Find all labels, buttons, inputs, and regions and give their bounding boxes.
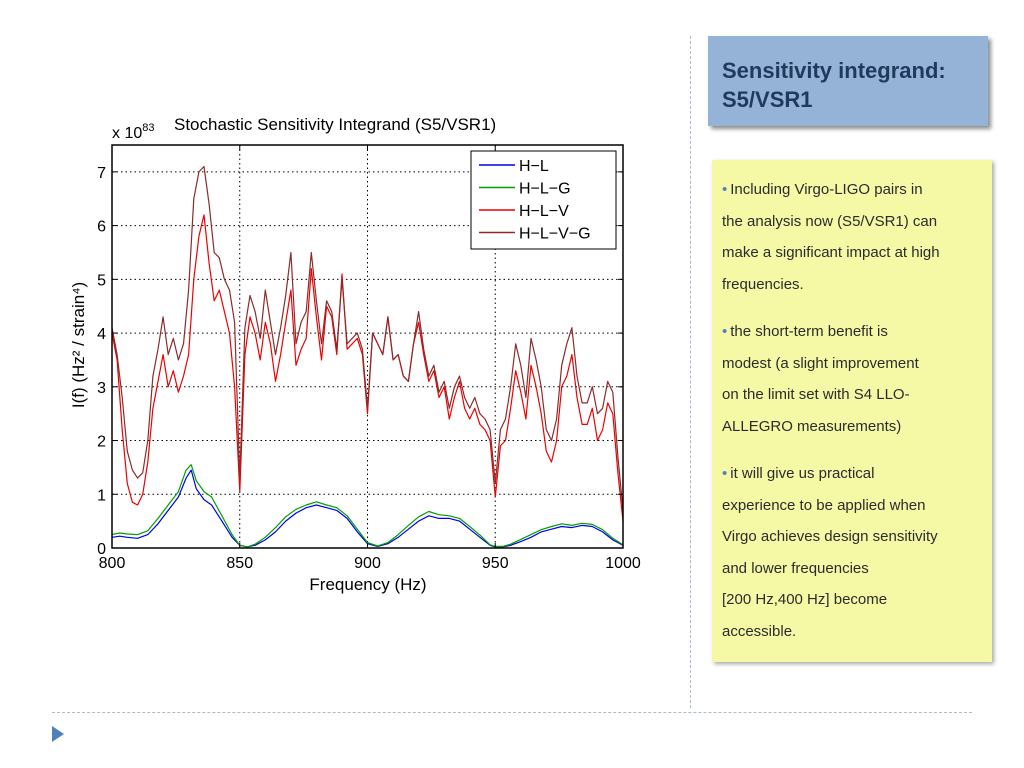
sensitivity-chart: x 1083 Stochastic Sensitivity Integrand … (69, 115, 641, 594)
bullet-line: frequencies. (722, 275, 804, 293)
x-tick-label: 950 (482, 555, 509, 572)
series-line-1 (111, 469, 624, 548)
y-tick-label: 0 (97, 541, 106, 558)
y-tick-label: 5 (97, 272, 106, 289)
x-tick-label: 1000 (605, 555, 641, 572)
series-line-4 (111, 165, 624, 511)
y-tick-label: 6 (97, 219, 106, 236)
bullet-line: • Including Virgo-LIGO pairs in (722, 181, 923, 198)
legend-label: H−L−V (519, 203, 569, 220)
bullet-paragraph: • it will give us practical experience to … (722, 458, 984, 647)
x-tick-label: 900 (354, 555, 381, 572)
series-line-2 (111, 464, 624, 548)
legend-label: H−L−G (519, 181, 571, 198)
bullet-dot-icon: • (722, 181, 728, 198)
bullet-line: accessible. (722, 622, 797, 640)
bullet-paragraph: • Including Virgo-LIGO pairs in the analys… (722, 174, 984, 300)
horizontal-divider (52, 712, 972, 713)
slide-title-box: Sensitivity integrand: S5/VSR1 (708, 36, 988, 126)
slide-title: Sensitivity integrand: S5/VSR1 (722, 58, 946, 112)
bullet-line: make a significant impact at high (722, 244, 940, 261)
bullet-text-box: • Including Virgo-LIGO pairs in the analys… (712, 160, 992, 662)
bullet-dot-icon: • (722, 465, 728, 482)
bullet-line: experience to be applied when (722, 496, 926, 514)
legend-label: H−L (519, 158, 549, 175)
bullet-line: Virgo achieves design sensitivity (722, 528, 938, 545)
bullet-line: • the short-term benefit is (722, 323, 888, 340)
x-tick-label: 800 (99, 555, 126, 572)
chart-scale-label: x 1083 (112, 122, 155, 142)
y-tick-label: 7 (97, 165, 106, 182)
y-tick-label: 1 (97, 487, 106, 504)
bullet-line: the analysis now (S5/VSR1) can (722, 212, 938, 230)
bullet-dot-icon: • (722, 323, 728, 340)
legend-label: H−L−V−G (519, 226, 591, 243)
bullet-line: ALLEGRO measurements) (722, 417, 902, 435)
bullet-line: [200 Hz,400 Hz] become (722, 591, 888, 608)
series-line-3 (111, 214, 624, 522)
bullet-paragraph: • the short-term benefit is modest (a slig… (722, 316, 984, 442)
y-axis-label: I(f) (Hz² / strain⁴) (69, 282, 88, 408)
bullet-line: on the limit set with S4 LLO- (722, 386, 910, 403)
y-tick-label: 2 (97, 434, 106, 451)
x-axis-label: Frequency (Hz) (309, 575, 426, 594)
y-tick-label: 4 (97, 326, 106, 343)
x-tick-label: 850 (226, 555, 253, 572)
bullet-line: and lower frequencies (722, 559, 869, 577)
chart-title: Stochastic Sensitivity Integrand (S5/VSR… (174, 115, 496, 134)
y-tick-label: 3 (97, 380, 106, 397)
bullet-line: modest (a slight improvement (722, 354, 919, 372)
vertical-divider (690, 36, 691, 708)
slide-arrow-icon (52, 726, 64, 742)
bullet-line: • it will give us practical (722, 465, 875, 482)
